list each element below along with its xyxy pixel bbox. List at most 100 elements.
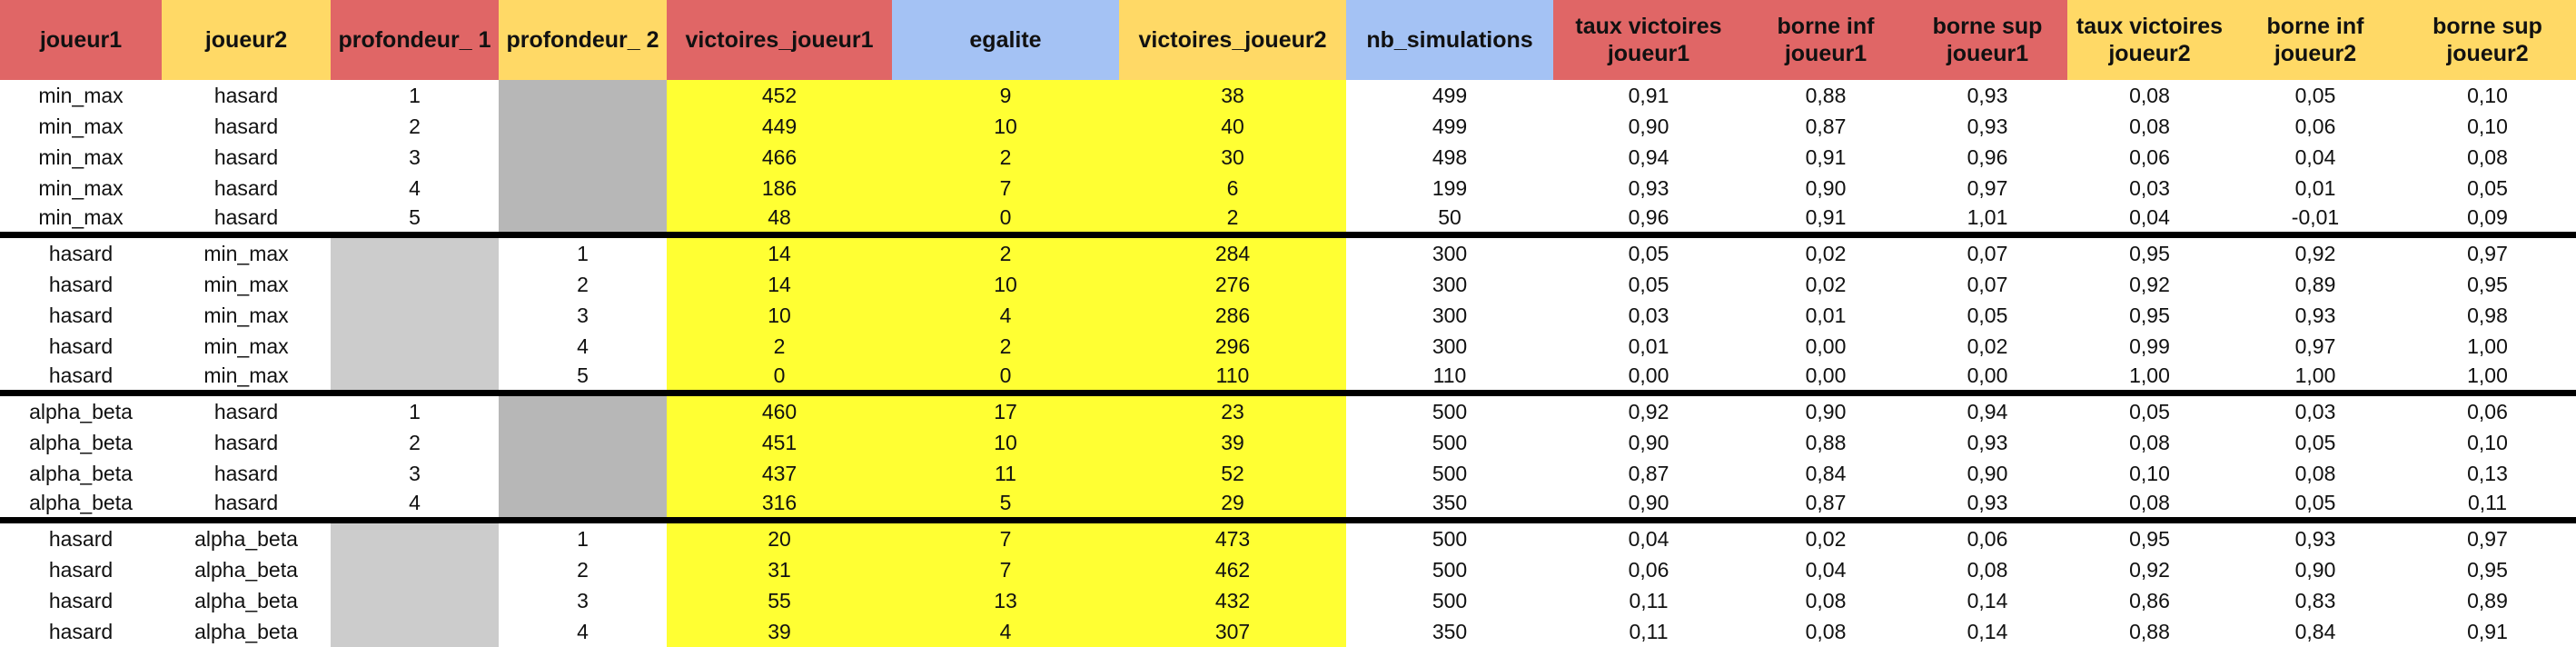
table-cell[interactable]: 10	[892, 111, 1119, 142]
table-cell[interactable]: 1,01	[1907, 204, 2067, 238]
table-cell[interactable]: 0,11	[1629, 619, 1669, 643]
table-cell[interactable]: 0,00	[1744, 362, 1907, 396]
table-cell[interactable]: 9	[892, 80, 1119, 111]
table-cell[interactable]: min_max	[38, 175, 124, 200]
table-cell[interactable]: 0,93	[1967, 83, 2008, 107]
table-cell[interactable]: 3	[577, 303, 589, 327]
table-cell[interactable]: 31	[667, 554, 892, 585]
table-cell[interactable]: 0,08	[2467, 144, 2508, 169]
table-cell[interactable]: 0,93	[1967, 114, 2008, 138]
table-cell[interactable]: 2	[892, 331, 1119, 362]
column-header[interactable]: profondeur_ 1	[331, 0, 499, 80]
table-cell[interactable]: 0,91	[1805, 144, 1847, 169]
table-cell[interactable]: 110	[1346, 362, 1553, 396]
table-cell[interactable]: 276	[1119, 269, 1346, 300]
table-cell[interactable]: 0	[667, 362, 892, 396]
table-cell[interactable]: 0,02	[1805, 272, 1847, 296]
table-cell[interactable]: 0,04	[1805, 557, 1847, 582]
table-cell[interactable]: 110	[1119, 362, 1346, 396]
column-header[interactable]: victoires_joueur1	[667, 0, 892, 80]
table-cell[interactable]: hasard	[162, 204, 331, 238]
table-cell[interactable]: 6	[1119, 173, 1346, 204]
table-cell[interactable]: 0,02	[1805, 241, 1847, 265]
table-cell[interactable]: 50	[1346, 204, 1553, 238]
table-cell[interactable]	[499, 393, 667, 427]
table-cell[interactable]: 0,92	[2129, 272, 2170, 296]
table-cell[interactable]: 0,08	[1805, 588, 1847, 612]
table-cell[interactable]: 3	[577, 588, 589, 612]
table-cell[interactable]: 2	[667, 331, 892, 362]
table-cell[interactable]: 0,05	[2294, 430, 2336, 454]
table-cell[interactable]: hasard	[48, 619, 114, 643]
table-cell[interactable]: 499	[1432, 114, 1468, 138]
table-cell[interactable]: 452	[667, 80, 892, 111]
table-cell[interactable]: 0,02	[1967, 333, 2008, 358]
table-cell[interactable]: 0,05	[2232, 489, 2399, 523]
table-cell[interactable]: alpha_beta	[194, 619, 298, 643]
table-cell[interactable]: 0,04	[2067, 204, 2232, 238]
table-cell[interactable]: min_max	[38, 114, 124, 138]
table-cell[interactable]: 4	[331, 489, 499, 523]
table-cell[interactable]: 0,01	[2294, 175, 2336, 200]
table-cell[interactable]: 0,13	[2467, 461, 2508, 485]
table-cell[interactable]: 0	[892, 362, 1119, 396]
table-cell[interactable]: 186	[667, 173, 892, 204]
table-cell[interactable]: min_max	[0, 204, 162, 238]
table-cell[interactable]: 0,03	[2129, 175, 2170, 200]
table-cell[interactable]: 0,01	[1628, 333, 1669, 358]
table-cell[interactable]: -0,01	[2232, 204, 2399, 238]
table-cell[interactable]: 0,08	[2129, 114, 2170, 138]
table-cell[interactable]: 0,93	[2294, 303, 2336, 327]
table-cell[interactable]: 38	[1119, 80, 1346, 111]
table-cell[interactable]: 0,09	[2399, 204, 2576, 238]
table-cell[interactable]: 4	[577, 619, 589, 643]
table-cell[interactable]: hasard	[213, 144, 279, 169]
table-cell[interactable]: 0,07	[1967, 241, 2008, 265]
table-cell[interactable]: 0,01	[1805, 303, 1847, 327]
table-cell[interactable]: 0,90	[1628, 430, 1669, 454]
table-cell[interactable]: 0,86	[2129, 588, 2170, 612]
table-cell[interactable]: 0,90	[1628, 114, 1669, 138]
table-cell[interactable]	[499, 427, 667, 458]
table-cell[interactable]: 0,11	[1629, 588, 1669, 612]
table-cell[interactable]: 499	[1432, 83, 1468, 107]
table-cell[interactable]: 0,05	[1628, 272, 1669, 296]
column-header[interactable]: taux victoires joueur2	[2067, 0, 2232, 80]
table-cell[interactable]: 17	[892, 393, 1119, 427]
table-cell[interactable]	[331, 520, 499, 554]
table-cell[interactable]: 0,95	[2467, 557, 2508, 582]
column-header[interactable]: borne inf joueur2	[2232, 0, 2399, 80]
table-cell[interactable]: 300	[1432, 272, 1468, 296]
table-cell[interactable]: 0,08	[2067, 489, 2232, 523]
table-cell[interactable]	[499, 142, 667, 173]
table-cell[interactable]: 0,84	[1805, 461, 1847, 485]
table-cell[interactable]: 11	[892, 458, 1119, 489]
table-cell[interactable]: 2	[892, 234, 1119, 269]
table-cell[interactable]	[331, 234, 499, 269]
table-cell[interactable]: 0,87	[1805, 114, 1847, 138]
table-cell[interactable]: 39	[1119, 427, 1346, 458]
table-cell[interactable]: hasard	[213, 83, 279, 107]
table-cell[interactable]: 0,07	[1967, 272, 2008, 296]
table-cell[interactable]: 0,95	[2129, 526, 2170, 551]
table-cell[interactable]: 0,94	[1628, 144, 1669, 169]
table-cell[interactable]: 55	[667, 585, 892, 616]
table-cell[interactable]: 3	[409, 144, 421, 169]
table-cell[interactable]: 1,00	[2467, 333, 2508, 358]
table-cell[interactable]: 0,90	[2294, 557, 2336, 582]
table-cell[interactable]: 0,00	[1907, 362, 2067, 396]
table-cell[interactable]: 1	[409, 399, 421, 423]
table-cell[interactable]: 500	[1432, 430, 1468, 454]
table-cell[interactable]: 0,08	[2129, 430, 2170, 454]
table-cell[interactable]: 0,96	[1553, 204, 1744, 238]
column-header[interactable]: profondeur_ 2	[499, 0, 667, 80]
table-cell[interactable]: 0,05	[1628, 241, 1669, 265]
table-cell[interactable]: hasard	[213, 114, 279, 138]
table-cell[interactable]: alpha_beta	[0, 489, 162, 523]
table-cell[interactable]: 0,97	[2467, 526, 2508, 551]
table-cell[interactable]: 296	[1119, 331, 1346, 362]
table-cell[interactable]: 5	[892, 489, 1119, 523]
table-cell[interactable]: 0,00	[1553, 362, 1744, 396]
table-cell[interactable]: 0,11	[2399, 489, 2576, 523]
table-cell[interactable]: 0,88	[2129, 619, 2170, 643]
